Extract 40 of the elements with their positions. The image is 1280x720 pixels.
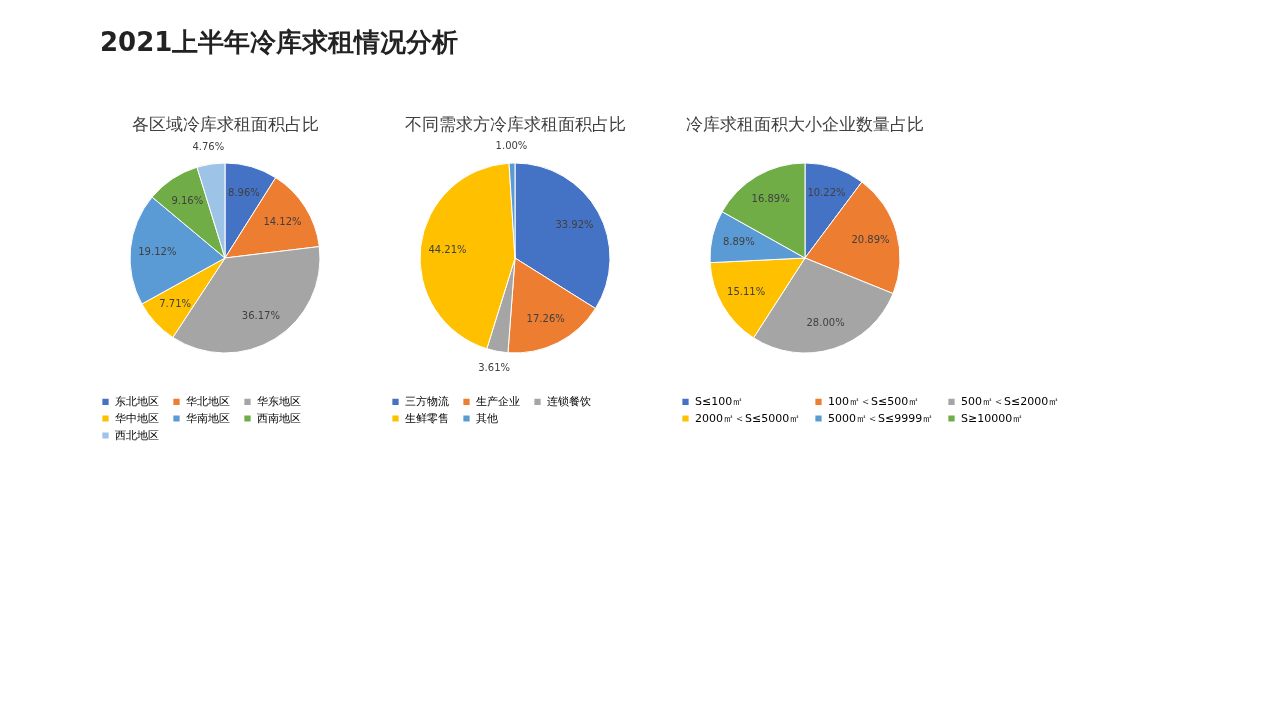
- legend-label: 西北地区: [115, 428, 159, 442]
- data-label: 9.16%: [171, 195, 204, 207]
- legend-label: 华北地区: [186, 394, 230, 408]
- data-label: 44.21%: [428, 243, 467, 255]
- legend-label: 2000㎡＜S≤5000㎡: [695, 411, 801, 425]
- legend-label: 100㎡＜S≤500㎡: [828, 394, 920, 408]
- data-label: 8.96%: [228, 186, 260, 198]
- legend-label: 东北地区: [115, 394, 159, 408]
- chart-title: 不同需求方冷库求租面积占比: [404, 114, 626, 134]
- text: 2021上半年冷库求租情况分析: [100, 27, 459, 57]
- data-label: 10.22%: [807, 187, 846, 199]
- legend-label: 生鲜零售: [405, 411, 449, 425]
- legend-label: 生产企业: [476, 394, 520, 408]
- data-label: 20.89%: [851, 233, 890, 245]
- legend-label: S≥10000㎡: [961, 411, 1024, 425]
- chart-title: 冷库求租面积大小企业数量占比: [686, 114, 924, 134]
- data-label: 14.12%: [263, 215, 302, 227]
- legend-label: S≤100㎡: [695, 394, 744, 408]
- data-label: 3.61%: [478, 362, 511, 374]
- data-label: 17.26%: [526, 312, 565, 324]
- data-label: 15.11%: [727, 286, 766, 298]
- data-label: 1.00%: [495, 140, 528, 152]
- data-label: 36.17%: [241, 309, 280, 321]
- legend-label: 连锁餐饮: [547, 394, 591, 408]
- legend-label: 华中地区: [115, 411, 159, 425]
- data-label: 4.76%: [192, 141, 225, 153]
- legend-label: 华南地区: [186, 411, 230, 425]
- data-label: 7.71%: [159, 298, 192, 310]
- legend-label: 其他: [476, 411, 498, 425]
- legend-label: 500㎡＜S≤2000㎡: [961, 394, 1060, 408]
- data-label: 19.12%: [138, 245, 177, 257]
- data-label: 16.89%: [751, 193, 790, 205]
- data-label: 28.00%: [806, 316, 845, 328]
- data-label: 33.92%: [555, 219, 594, 231]
- legend-label: 5000㎡＜S≤9999㎡: [828, 411, 934, 425]
- legend-label: 三方物流: [405, 394, 449, 408]
- data-label: 8.89%: [722, 236, 755, 248]
- legend-label: 西南地区: [257, 411, 301, 425]
- chart-title: 各区域冷库求租面积占比: [131, 114, 319, 134]
- legend-label: 华东地区: [257, 394, 301, 408]
